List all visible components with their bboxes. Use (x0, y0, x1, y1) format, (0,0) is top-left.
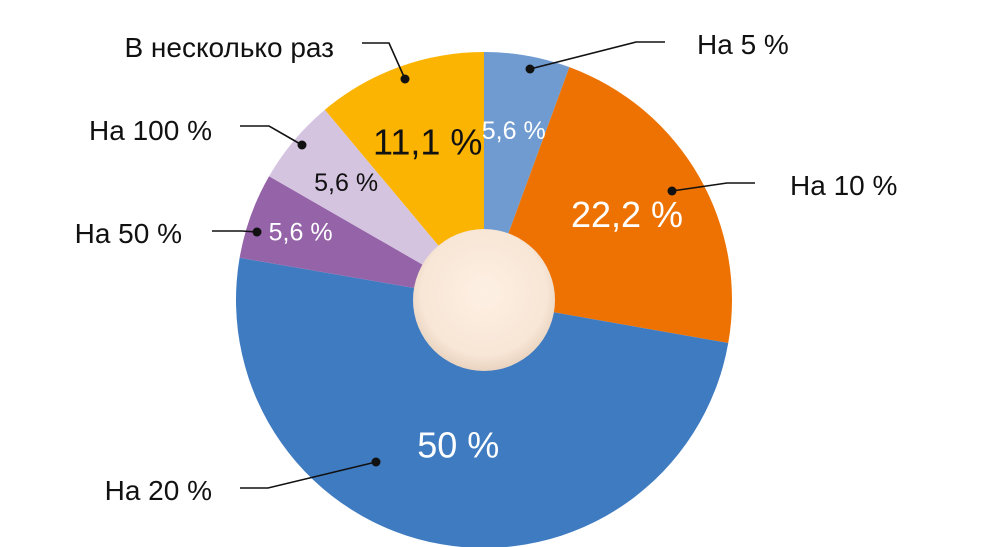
slice-multiple-leader-line (362, 42, 406, 80)
slice-100-leader-dot (297, 140, 307, 150)
slice-10-category-label: На 10 % (790, 170, 897, 201)
slice-multiple-leader-dot (400, 74, 410, 84)
slice-100-category-label: На 100 % (89, 115, 212, 146)
slice-50-category-label: На 50 % (75, 218, 182, 249)
slice-20 (236, 257, 729, 547)
slice-5-category-label: На 5 % (697, 29, 789, 60)
slice-multiple (324, 52, 484, 300)
slice-100 (269, 109, 484, 301)
slice-10-leader-line (671, 182, 755, 192)
slice-50-leader-dot (252, 227, 262, 237)
slice-50-value-label: 5,6 % (269, 218, 333, 246)
slice-20-value-label: 50 % (417, 424, 499, 465)
slice-5-leader-line (529, 41, 665, 70)
slice-5-leader-dot (525, 64, 535, 74)
slice-20-leader-dot (371, 457, 381, 467)
slice-50-leader-line (212, 230, 258, 233)
slice-multiple-value-label: 11,1 % (373, 121, 482, 162)
slice-10-leader-dot (667, 186, 677, 196)
slice-100-leader-line (240, 125, 303, 146)
slice-100-value-label: 5,6 % (314, 169, 378, 197)
slice-20-category-label: На 20 % (105, 475, 212, 506)
slice-multiple-category-label: В несколько раз (124, 32, 334, 63)
slice-10-value-label: 22,2 % (571, 194, 683, 235)
pie-center-hole (413, 229, 555, 371)
slice-5-value-label: 5,6 % (482, 117, 546, 145)
slice-20-leader-line (240, 461, 377, 489)
